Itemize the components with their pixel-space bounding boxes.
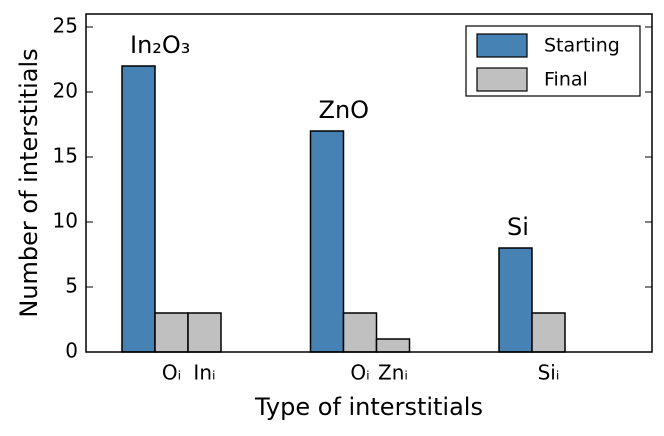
y-tick-label: 5 xyxy=(65,274,78,298)
bar xyxy=(531,312,566,353)
group-label: Si xyxy=(507,213,529,241)
bar xyxy=(342,312,378,353)
bar xyxy=(121,65,156,353)
x-tick-label: Inᵢ xyxy=(193,361,215,385)
bar xyxy=(309,130,345,353)
group-label: In₂O₃ xyxy=(130,31,190,59)
bar xyxy=(498,247,533,353)
y-axis-label: Number of interstitials xyxy=(15,48,43,317)
x-tick-label: Oᵢ xyxy=(162,361,181,385)
bar xyxy=(187,312,222,353)
y-tick-label: 10 xyxy=(53,209,78,233)
legend-label: Starting xyxy=(544,35,620,57)
plot-frame xyxy=(85,13,653,353)
y-tick-label: 0 xyxy=(65,339,78,363)
x-axis-label: Type of interstitials xyxy=(254,393,483,421)
x-tick-label: Siᵢ xyxy=(538,361,560,385)
legend-label: Final xyxy=(544,69,588,91)
y-tick-label: 25 xyxy=(53,14,78,38)
group-label: ZnO xyxy=(319,96,370,124)
legend-swatch xyxy=(476,33,528,58)
y-tick-label: 15 xyxy=(53,144,78,168)
bar xyxy=(154,312,189,353)
x-tick-label: Oᵢ xyxy=(350,361,369,385)
y-tick-label: 20 xyxy=(53,79,78,103)
legend-swatch xyxy=(476,67,528,92)
x-tick-label: Znᵢ xyxy=(378,361,408,385)
bar xyxy=(375,338,411,353)
